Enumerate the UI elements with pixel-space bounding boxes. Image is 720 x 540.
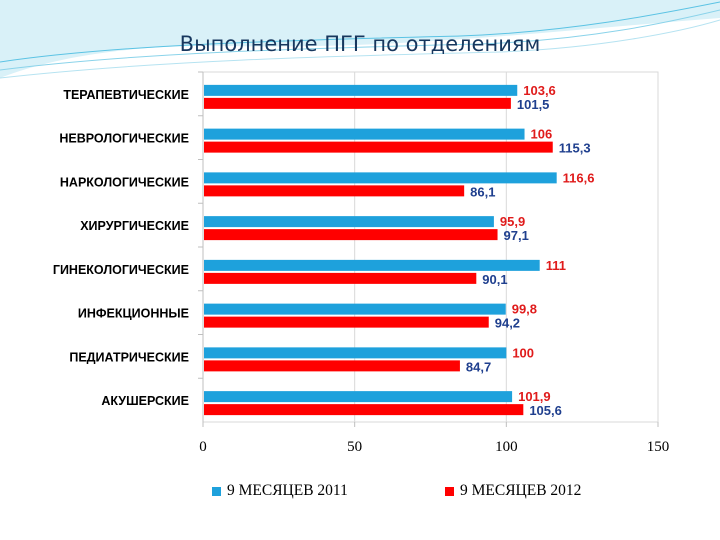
data-label-2012: 90,1 [482, 272, 507, 287]
page-title: Выполнение ПГГ по отделениям [179, 32, 541, 56]
bar-2012 [204, 229, 498, 241]
data-label-2012: 101,5 [517, 97, 550, 112]
data-label-2011: 106 [531, 127, 553, 142]
bar-2011 [204, 303, 506, 315]
bar-2011 [204, 347, 507, 359]
data-label-2011: 95,9 [500, 214, 525, 229]
legend-item-2011: 9 МЕСЯЦЕВ 2011 [212, 482, 348, 500]
data-label-2012: 105,6 [529, 403, 562, 418]
data-label-2012: 86,1 [470, 184, 495, 199]
data-label-2011: 101,9 [518, 389, 551, 404]
x-tick-label: 0 [199, 439, 207, 455]
data-label-2012: 84,7 [466, 359, 491, 374]
category-label: ПЕДИАТРИЧЕСКИЕ [69, 350, 189, 364]
legend-label-2012: 9 МЕСЯЦЕВ 2012 [460, 482, 582, 499]
category-label: АКУШЕРСКИЕ [101, 394, 189, 408]
data-label-2011: 116,6 [563, 170, 595, 185]
x-tick-label: 50 [347, 439, 362, 455]
legend-swatch-2011 [212, 486, 221, 496]
swoosh-line-2 [0, 9, 720, 71]
category-label: НЕВРОЛОГИЧЕСКИЕ [59, 132, 189, 146]
category-label: НАРКОЛОГИЧЕСКИЕ [60, 175, 189, 189]
bar-2012 [204, 272, 477, 284]
bar-2011 [204, 128, 525, 140]
x-tick-label: 100 [495, 439, 518, 455]
bar-2011 [204, 172, 557, 184]
bar-2011 [204, 391, 513, 403]
data-label-2012: 94,2 [495, 316, 520, 331]
x-tick-label: 150 [647, 439, 670, 455]
data-label-2011: 100 [512, 345, 534, 360]
bar-2012 [204, 360, 460, 372]
data-label-2011: 111 [546, 258, 566, 273]
swoosh-line-1 [0, 1, 720, 63]
legend-swatch-2012 [445, 486, 454, 496]
category-label: ХИРУРГИЧЕСКИЕ [80, 219, 189, 233]
data-label-2012: 115,3 [559, 141, 591, 156]
bar-2011 [204, 84, 518, 96]
bar-2012 [204, 316, 489, 328]
legend-item-2012: 9 МЕСЯЦЕВ 2012 [445, 482, 581, 500]
category-label: ГИНЕКОЛОГИЧЕСКИЕ [53, 263, 189, 277]
bar-2011 [204, 216, 494, 228]
bar-2012 [204, 97, 511, 109]
data-label-2012: 97,1 [504, 228, 529, 243]
category-label: ИНФЕКЦИОННЫЕ [78, 307, 189, 321]
data-label-2011: 99,8 [512, 302, 537, 317]
swoosh-line-3 [0, 19, 720, 79]
bar-2012 [204, 404, 524, 416]
data-label-2011: 103,6 [523, 83, 556, 98]
legend-label-2011: 9 МЕСЯЦЕВ 2011 [227, 482, 348, 499]
bar-2012 [204, 185, 465, 197]
bar-2012 [204, 141, 553, 153]
category-label: ТЕРАПЕВТИЧЕСКИЕ [63, 88, 189, 102]
bar-2011 [204, 259, 540, 271]
legend: 9 МЕСЯЦЕВ 2011 9 МЕСЯЦЕВ 2012 [0, 482, 720, 504]
